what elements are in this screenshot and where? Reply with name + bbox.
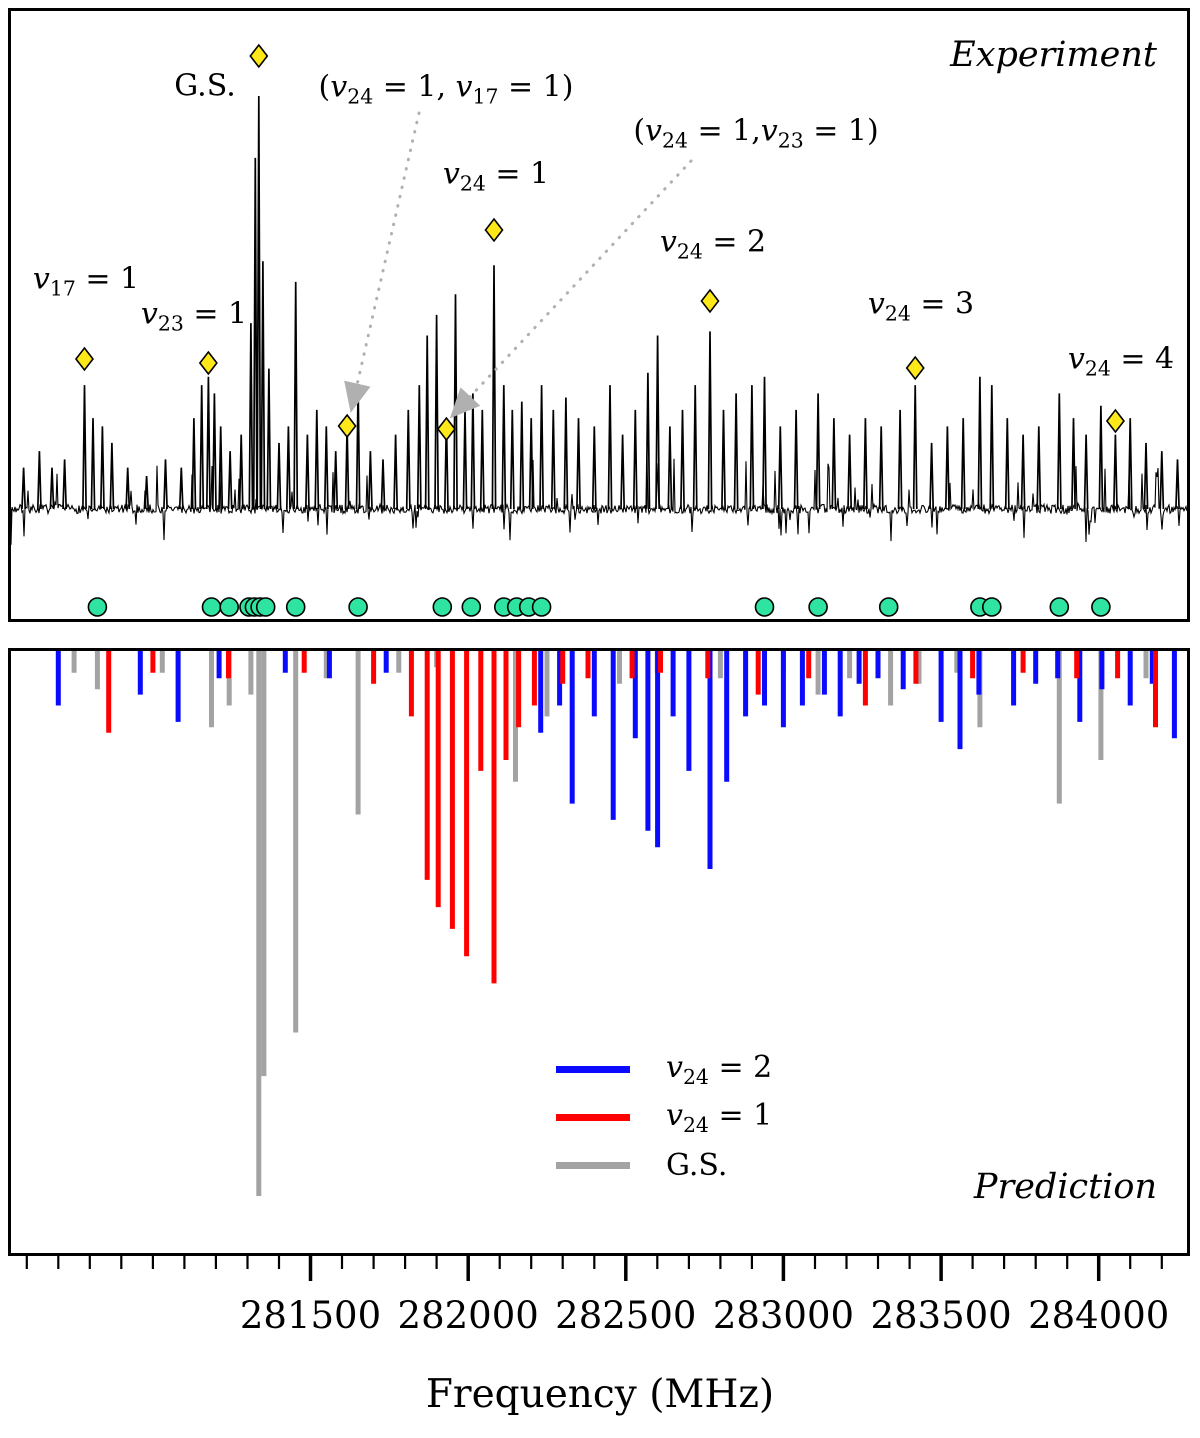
x-axis-title: Frequency (MHz) xyxy=(425,1372,775,1417)
assigned-line-circle-icon xyxy=(808,597,828,617)
legend-item-v24-2: v24 = 2 xyxy=(556,1049,773,1089)
assigned-line-circle-icon xyxy=(348,597,368,617)
marker-diamond-icon xyxy=(700,288,720,314)
legend-swatch-v24-2 xyxy=(556,1065,630,1073)
assigned-line-circle-icon xyxy=(285,597,306,617)
experiment-panel-label: Experiment xyxy=(950,35,1157,75)
assigned-line-circle-icon xyxy=(219,597,239,617)
x-tick-label: 282500 xyxy=(555,1294,697,1337)
legend-label-gs: G.S. xyxy=(666,1147,728,1183)
x-tick-label: 283500 xyxy=(870,1294,1012,1337)
experiment-noise-trace xyxy=(11,458,1187,545)
prediction-bars-svg xyxy=(55,651,1177,1196)
marker-diamond-icon xyxy=(198,350,218,376)
assigned-line-circle-icon xyxy=(1049,597,1070,617)
legend-label-v24-1: v24 = 1 xyxy=(666,1097,773,1137)
marker-diamond-icon xyxy=(337,413,357,439)
x-tick-label: 282000 xyxy=(397,1294,539,1337)
legend: v24 = 2 v24 = 1 G.S. xyxy=(556,1049,773,1195)
prediction-panel-label: Prediction xyxy=(973,1167,1157,1207)
marker-label-v17-1: v17 = 1 xyxy=(32,261,140,301)
marker-label-gs: G.S. xyxy=(174,68,236,104)
marker-label-v24-2: v24 = 2 xyxy=(659,224,767,264)
marker-diamond-icon xyxy=(905,355,925,381)
marker-diamond-icon xyxy=(249,43,269,69)
assigned-line-circle-icon xyxy=(432,597,453,617)
legend-label-v24-2: v24 = 2 xyxy=(666,1049,773,1089)
marker-label-v24-4: v24 = 4 xyxy=(1067,341,1175,381)
marker-label-v23-1: v23 = 1 xyxy=(140,296,248,336)
legend-item-gs: G.S. xyxy=(556,1147,772,1183)
x-axis-ticks xyxy=(25,1256,1163,1281)
marker-label-v24-3: v24 = 3 xyxy=(867,286,975,326)
marker-diamond-icon xyxy=(484,217,504,243)
experiment-panel: Experiment v17 = 1 v23 = 1 G.S. (v24 = 1, v… xyxy=(8,8,1190,622)
experiment-spectrum-svg xyxy=(11,43,1187,617)
assigned-line-circle-icon xyxy=(531,597,552,617)
legend-swatch-gs xyxy=(556,1161,630,1169)
x-tick-label: 281500 xyxy=(239,1294,382,1337)
assigned-line-circle-icon xyxy=(1091,597,1111,617)
marker-label-v24-1-v23-1: (v24 = 1,v23 = 1) xyxy=(633,113,879,153)
prediction-series-v24-2 xyxy=(55,651,1177,869)
marker-label-v24-1: v24 = 1 xyxy=(442,156,550,196)
marker-diamond-icon xyxy=(74,346,94,372)
assigned-line-circle-icon xyxy=(255,597,276,617)
legend-swatch-v24-1 xyxy=(556,1113,630,1121)
assigned-line-circle-icon xyxy=(754,597,775,617)
marker-diamond-icon xyxy=(1105,408,1125,434)
assigned-line-circle-icon xyxy=(201,597,222,617)
x-tick-label: 284000 xyxy=(1028,1294,1170,1337)
annotation-arrow xyxy=(344,111,421,413)
assigned-line-circle-icon xyxy=(461,597,482,617)
annotation-arrow xyxy=(449,159,693,419)
marker-label-v24-1-v17-1: (v24 = 1, v17 = 1) xyxy=(318,69,574,109)
assigned-line-circle-icon xyxy=(981,597,1002,617)
assigned-line-circle-icon xyxy=(878,597,899,617)
assigned-line-circle-icon xyxy=(87,597,108,617)
prediction-series-v24-1 xyxy=(106,651,1158,984)
prediction-panel: v24 = 2 v24 = 1 G.S. Prediction xyxy=(8,648,1190,1256)
x-tick-label: 283000 xyxy=(712,1294,855,1337)
marker-diamond-icon xyxy=(436,416,456,442)
legend-item-v24-1: v24 = 1 xyxy=(556,1097,773,1137)
